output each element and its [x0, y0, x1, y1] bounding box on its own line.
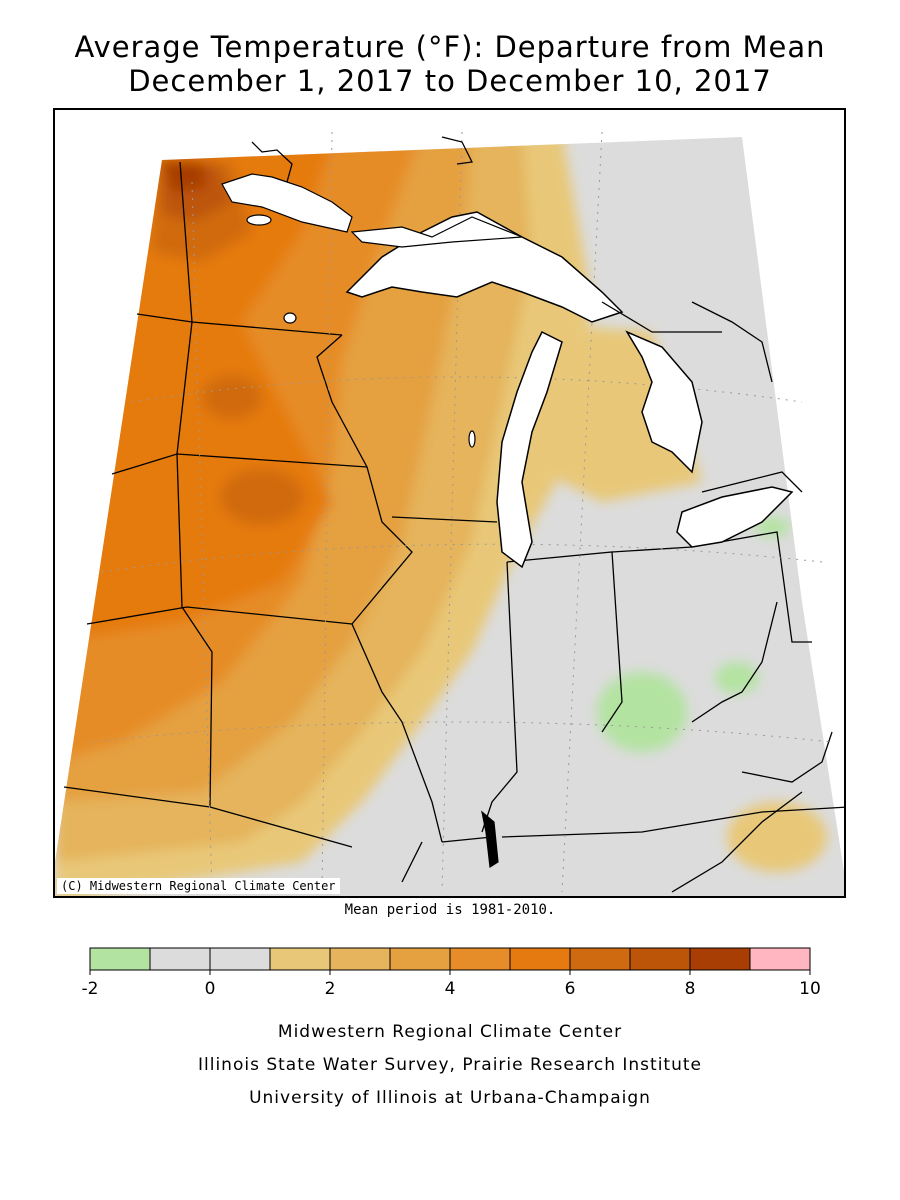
legend-tick-label: 2: [325, 979, 336, 999]
legend-swatch: [209, 947, 271, 971]
lake-michigan: [496, 330, 563, 569]
legend-swatch: [689, 947, 751, 971]
copyright-label: (C) Midwestern Regional Climate Center: [57, 878, 340, 894]
map-panel[interactable]: (C) Midwestern Regional Climate Center: [53, 108, 846, 898]
graticule: [91, 131, 833, 893]
legend-swatch: [269, 947, 331, 971]
legend-swatch: [569, 947, 631, 971]
footer-university: University of Illinois at Urbana-Champai…: [249, 1088, 651, 1108]
legend-swatch: [509, 947, 571, 971]
lake-huron: [625, 330, 703, 474]
lake-erie: [676, 486, 794, 548]
legend-swatch: [449, 947, 511, 971]
legend-swatch: [629, 947, 691, 971]
temperature-departure-map: [55, 131, 844, 896]
legend-swatch: [149, 947, 211, 971]
footer-survey: Illinois State Water Survey, Prairie Res…: [198, 1055, 702, 1075]
legend-tick-label: 4: [445, 979, 456, 999]
color-legend: -2 0 2 4 6 8 10: [82, 947, 821, 999]
mean-period-note: Mean period is 1981-2010.: [344, 902, 556, 918]
legend-swatch: [749, 947, 811, 971]
legend-tick-label: 6: [565, 979, 576, 999]
legend-swatch: [89, 947, 151, 971]
legend-tick-label: -2: [82, 979, 99, 999]
map-title: Average Temperature (°F): Departure from…: [74, 30, 826, 64]
footer-org: Midwestern Regional Climate Center: [277, 1022, 623, 1042]
legend-swatch: [389, 947, 451, 971]
legend-tick-label: 10: [799, 979, 821, 999]
legend-swatch: [329, 947, 391, 971]
legend-tick-label: 0: [205, 979, 216, 999]
legend-tick-label: 8: [685, 979, 696, 999]
map-date-range: December 1, 2017 to December 10, 2017: [128, 64, 772, 98]
